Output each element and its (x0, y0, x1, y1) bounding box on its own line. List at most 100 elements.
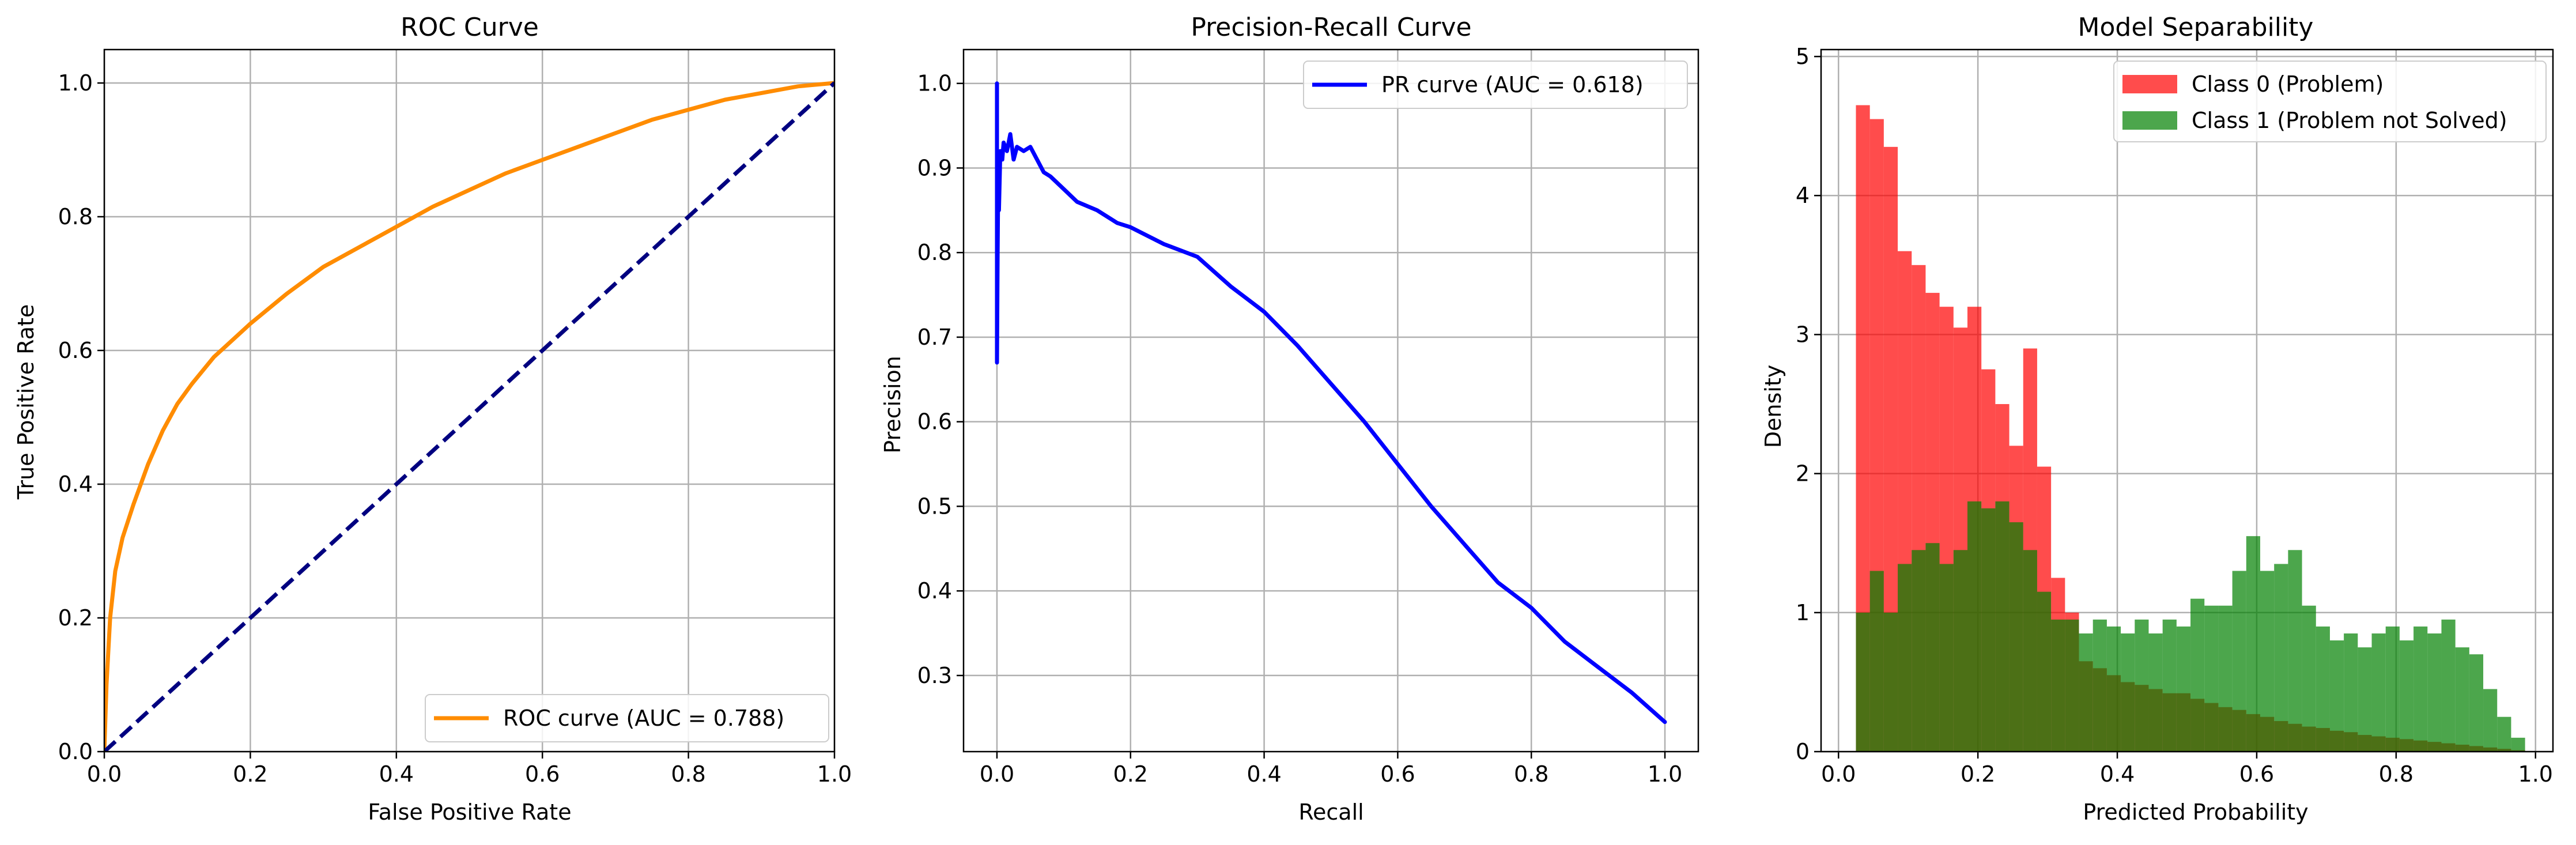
pr-xtick-label: 0.2 (1113, 761, 1148, 787)
roc-ylabel: True Positive Rate (13, 304, 39, 500)
histogram-bar-class1 (2469, 654, 2484, 752)
histogram-bar-class1 (2246, 536, 2260, 752)
histogram-bar-class1 (1856, 612, 1870, 752)
roc-xtick-label: 0.2 (233, 761, 267, 787)
pr-ytick-label: 0.4 (917, 578, 952, 603)
histogram-bar-class1 (2051, 619, 2065, 752)
roc-title: ROC Curve (401, 13, 539, 42)
histogram-bar-class1 (1912, 550, 1926, 752)
pr-curve (995, 81, 1667, 725)
separability-xtick-label: 0.4 (2100, 761, 2135, 787)
roc-ytick-label: 0.4 (58, 471, 93, 497)
histogram-bar-class1 (2037, 591, 2052, 752)
pr-ytick-label: 0.9 (917, 155, 952, 180)
legend-label-class0: Class 0 (Problem) (2192, 71, 2384, 97)
pr-ytick-label: 0.7 (917, 325, 952, 350)
separability-ytick-label: 2 (1796, 461, 1810, 486)
pr-xtick-label: 0.6 (1380, 761, 1415, 787)
histogram-bar-class1 (2204, 605, 2219, 752)
histogram-bar-class1 (2385, 626, 2400, 752)
pr-legend-box (1303, 61, 1688, 109)
separability-ytick-label: 3 (1796, 322, 1810, 347)
histogram-bar-class1 (2162, 619, 2177, 752)
histogram-bar-class1 (1981, 508, 1996, 752)
separability-xtick-label: 1.0 (2518, 761, 2553, 787)
legend-label-class1: Class 1 (Problem not Solved) (2192, 108, 2507, 133)
histogram-bar-class1 (2023, 550, 2037, 752)
roc-ytick-label: 0.0 (58, 739, 93, 764)
histogram-bar-class1 (2371, 633, 2386, 752)
pr-axes-frame (962, 48, 1699, 753)
histogram-bar-class1 (2316, 626, 2330, 752)
pr-legend: PR curve (AUC = 0.618) (1303, 61, 1688, 109)
separability-xtick-label: 0.6 (2239, 761, 2274, 787)
histogram-bar-class1 (2274, 564, 2288, 752)
histogram-bar-class1 (1953, 550, 1967, 752)
histogram-bar-class1 (1925, 543, 1940, 752)
histogram-bar-class1 (2358, 647, 2372, 752)
pr-xlabel: Recall (1298, 799, 1363, 825)
histogram-bar-class1 (2135, 619, 2149, 752)
legend-swatch-class0 (2122, 75, 2177, 93)
roc-legend: ROC curve (AUC = 0.788) (425, 694, 829, 742)
histogram-bar-class1 (1995, 501, 2010, 752)
separability-legend-box (2113, 61, 2547, 142)
histogram-bar-class1 (2121, 633, 2135, 752)
pr-ytick-label: 0.6 (917, 409, 952, 435)
histogram-bar-class1 (2190, 598, 2205, 752)
roc-panel: 0.0 0.2 0.4 0.6 0.8 1.0 0.0 0.2 0.4 0.6 0.8 1.0 ROC… (13, 13, 852, 825)
separability-legend: Class 0 (Problem) Class 1 (Problem not S… (2113, 61, 2547, 142)
histogram-bar-class1 (2232, 571, 2246, 752)
histogram-bar-class1 (2148, 633, 2163, 752)
separability-plot-area (1856, 105, 2525, 752)
histogram-bar-class1 (2455, 647, 2469, 752)
pr-ytick-label: 0.5 (917, 493, 952, 519)
separability-xtick-label: 0.2 (1961, 761, 1995, 787)
histogram-bar-class1 (2176, 626, 2191, 752)
pr-title: Precision-Recall Curve (1191, 13, 1471, 42)
histogram-bar-class1 (2441, 619, 2456, 752)
pr-xtick-label: 0.8 (1514, 761, 1548, 787)
pr-legend-label: PR curve (AUC = 0.618) (1381, 72, 1644, 97)
histogram-bar-class1 (2413, 626, 2428, 752)
histogram-bar-class1 (2079, 633, 2093, 752)
histogram-bar-class1 (2218, 605, 2233, 752)
histogram-bar-class1 (2511, 737, 2525, 752)
histogram-bar-class1 (1898, 564, 1912, 752)
histogram-bar-class1 (1967, 501, 1982, 752)
histogram-bar-class1 (1883, 612, 1898, 752)
histogram-bar-class1 (2329, 640, 2344, 752)
histogram-bar-class1 (2065, 619, 2079, 752)
pr-ytick-label: 1.0 (917, 71, 952, 96)
separability-ylabel: Density (1761, 365, 1786, 448)
histogram-bar-class1 (2344, 633, 2358, 752)
histogram-bar-class1 (2009, 522, 2023, 752)
histogram-bar-class1 (2399, 640, 2414, 752)
roc-legend-label: ROC curve (AUC = 0.788) (503, 706, 784, 731)
histogram-bar-class1 (2092, 619, 2107, 752)
roc-xtick-label: 0.0 (87, 761, 122, 787)
separability-xlabel: Predicted Probability (2083, 799, 2308, 825)
separability-title: Model Separability (2078, 13, 2314, 42)
roc-xtick-label: 1.0 (817, 761, 852, 787)
histogram-bar-class1 (2483, 689, 2498, 752)
legend-swatch-class1 (2122, 111, 2177, 130)
pr-ytick-label: 0.3 (917, 663, 952, 688)
roc-plot-area (104, 81, 834, 752)
histogram-bar-class1 (2106, 626, 2121, 752)
roc-xtick-label: 0.4 (379, 761, 414, 787)
histogram-bar-class1 (2302, 605, 2316, 752)
pr-xtick-label: 0.4 (1247, 761, 1281, 787)
histogram-bar-class1 (1869, 571, 1884, 752)
roc-ytick-label: 0.6 (58, 338, 93, 363)
separability-ytick-label: 0 (1796, 739, 1810, 764)
histogram-bar-class1 (1939, 564, 1954, 752)
separability-ytick-label: 1 (1796, 600, 1810, 625)
histogram-bar-class1 (2288, 550, 2302, 752)
roc-chance-line (104, 81, 834, 752)
roc-ytick-label: 1.0 (58, 70, 93, 96)
roc-xlabel: False Positive Rate (368, 799, 571, 825)
roc-xtick-label: 0.6 (525, 761, 560, 787)
roc-curve (104, 81, 834, 752)
